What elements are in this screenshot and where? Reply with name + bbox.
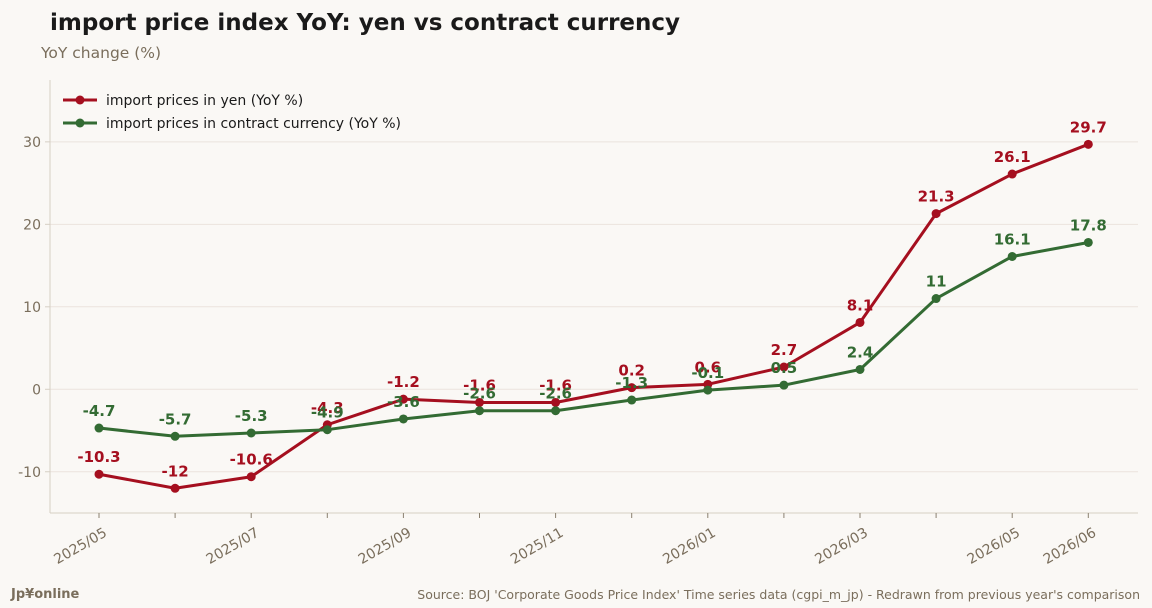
x-tick-label: 2025/07: [204, 525, 262, 568]
data-label-0: 26.1: [994, 148, 1031, 166]
data-label-1: -2.6: [539, 385, 572, 403]
data-label-1: -1.3: [615, 374, 648, 392]
data-point-1: [931, 294, 941, 304]
data-point-1: [855, 364, 865, 374]
x-tick-label: 2026/03: [812, 525, 870, 568]
legend: import prices in yen (YoY %) import price…: [63, 93, 401, 132]
data-point-0: [931, 209, 941, 219]
data-point-1: [475, 406, 484, 416]
data-label-0: -1.6: [463, 376, 496, 394]
data-point-0: [1007, 169, 1017, 179]
data-label-1: 17.8: [1070, 216, 1107, 234]
data-label-0: 29.7: [1070, 118, 1107, 136]
data-label-0: -1.2: [387, 373, 420, 391]
axis-layer: -10 0 10 20 30 2025/05 2025/07 2025/09 2025/11 20…: [18, 80, 1138, 568]
data-label-1: 2.4: [847, 343, 874, 361]
data-point-0: [779, 362, 789, 372]
source-note: Source: BOJ 'Corporate Goods Price Index…: [417, 587, 1140, 602]
data-point-0: [855, 317, 865, 327]
legend-label-1: import prices in contract currency (YoY …: [106, 116, 401, 132]
data-point-1: [627, 395, 637, 405]
data-point-1: [398, 414, 408, 424]
y-tick-label: 0: [32, 382, 41, 398]
data-label-0: 2.7: [771, 341, 798, 359]
data-point-1: [94, 423, 104, 433]
data-point-1: [779, 380, 789, 390]
data-point-0: [398, 394, 408, 404]
y-tick-label: -10: [18, 465, 41, 481]
data-point-1: [1083, 237, 1093, 247]
data-label-1: -5.7: [159, 410, 192, 428]
data-point-1: [170, 431, 180, 441]
data-point-0: [246, 472, 256, 482]
data-label-1: -5.3: [235, 407, 268, 425]
data-point-1: [246, 428, 256, 438]
data-label-1: -2.6: [463, 385, 496, 403]
data-point-0: [1083, 139, 1093, 149]
x-tick-label: 2025/11: [508, 525, 566, 568]
y-tick-label: 20: [23, 217, 41, 233]
brand-logo: Jp¥online: [11, 587, 80, 602]
legend-marker-0: [75, 95, 85, 105]
data-label-0: -10.6: [230, 451, 273, 469]
data-label-1: 11: [926, 273, 947, 291]
x-tick-label: 2026/05: [965, 525, 1023, 568]
data-label-layer: -10.3 -12 -10.6 -4.3 -1.2 -1.6 -1.6 0.2 0.6 2.7 8.…: [77, 118, 1106, 480]
data-label-1: -4.9: [311, 404, 344, 422]
x-tick-label: 2025/05: [51, 525, 109, 568]
chart-title: import price index YoY: yen vs contract …: [50, 10, 681, 36]
data-label-1: 16.1: [994, 230, 1031, 248]
data-point-1: [1007, 251, 1017, 261]
data-label-1: -0.1: [691, 364, 724, 382]
grid-layer: [50, 141, 1138, 473]
series-line-1: [97, 240, 1090, 438]
data-label-0: -12: [162, 462, 189, 480]
data-label-1: -3.6: [387, 393, 420, 411]
data-point-0: [475, 397, 484, 407]
data-point-0: [551, 397, 561, 407]
data-label-0: 0.2: [618, 362, 645, 380]
data-point-1: [551, 406, 561, 416]
legend-label-0: import prices in yen (YoY %): [106, 93, 303, 109]
data-point-0: [170, 483, 180, 493]
x-tick-label: 2026/01: [660, 525, 718, 568]
data-label-0: -4.3: [311, 399, 344, 417]
y-tick-label: 30: [23, 135, 41, 151]
x-tick-label: 2025/09: [356, 525, 414, 568]
data-label-0: -1.6: [539, 376, 572, 394]
data-label-0: 8.1: [847, 296, 874, 314]
data-point-1: [703, 385, 713, 395]
y-tick-label: 10: [23, 300, 41, 316]
series-layer: [94, 139, 1093, 493]
y-axis-label: YoY change (%): [41, 44, 162, 62]
data-point-0: [627, 383, 637, 393]
data-label-1: 0.5: [771, 359, 798, 377]
data-label-0: 0.6: [695, 358, 722, 376]
x-tick-label: 2026/06: [1041, 525, 1099, 568]
series-line-0: [97, 142, 1090, 490]
data-label-1: -4.7: [83, 402, 116, 420]
data-label-0: 21.3: [918, 188, 955, 206]
data-label-0: -10.3: [77, 448, 120, 466]
legend-marker-1: [75, 118, 85, 128]
data-point-1: [322, 425, 332, 435]
data-point-0: [94, 469, 104, 479]
